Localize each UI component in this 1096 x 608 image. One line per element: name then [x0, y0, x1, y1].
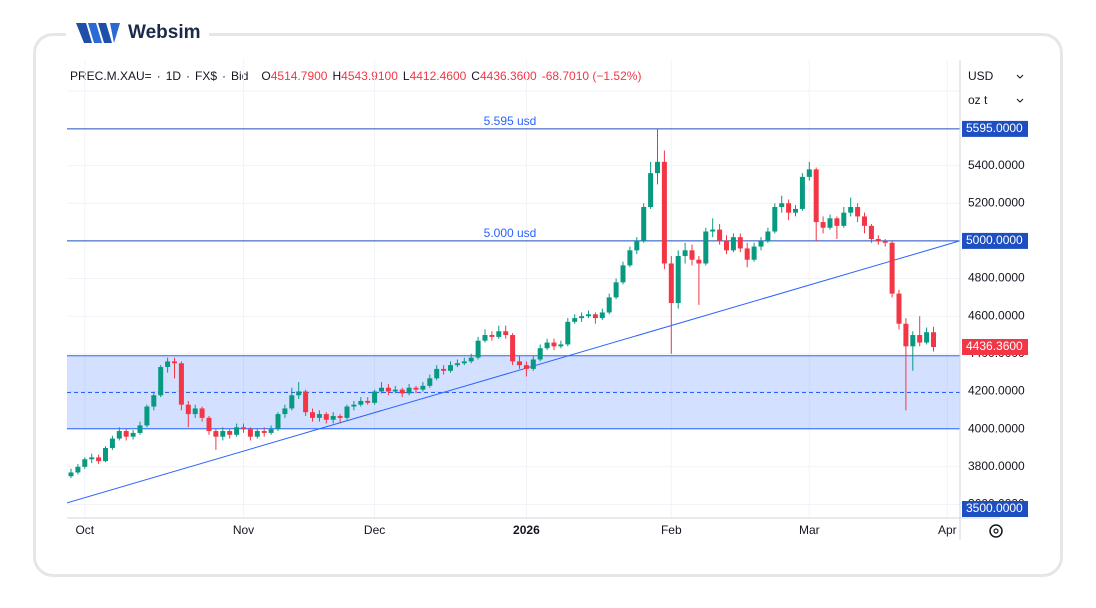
logo: Websim: [66, 18, 209, 48]
ohlc-key: L: [402, 69, 410, 83]
interval: 1D: [165, 69, 182, 83]
source: FX$: [195, 69, 218, 83]
brand: Websim: [128, 22, 201, 43]
ohlc-value: 4436.3600: [479, 69, 537, 83]
logo-icon: [76, 23, 120, 43]
separator: ·: [222, 69, 227, 83]
separator: ·: [156, 69, 161, 83]
symbol: PREC.M.XAU=: [70, 69, 152, 83]
ohlc-value: 4543.9100: [341, 69, 398, 83]
separator: ·: [186, 69, 191, 83]
ohlc-value: 4514.7900: [270, 69, 328, 83]
chart-legend: PREC.M.XAU= · 1D · FX$ · Bid O4514.7900 …: [70, 69, 641, 83]
price-type: Bid: [231, 69, 249, 83]
ohlc-key: O: [261, 69, 271, 83]
ohlc-key: H: [332, 69, 342, 83]
ohlc-h: H4543.9100: [332, 69, 397, 83]
ohlc-l: L4412.4600: [403, 69, 466, 83]
ohlc-o: O4514.7900: [261, 69, 327, 83]
ohlc-key: C: [471, 69, 480, 83]
frame: [33, 33, 1063, 577]
ohlc-c: C4436.3600: [471, 69, 536, 83]
ohlc-value: 4412.4600: [409, 69, 467, 83]
change: -68.7010 (−1.52%): [541, 69, 642, 83]
